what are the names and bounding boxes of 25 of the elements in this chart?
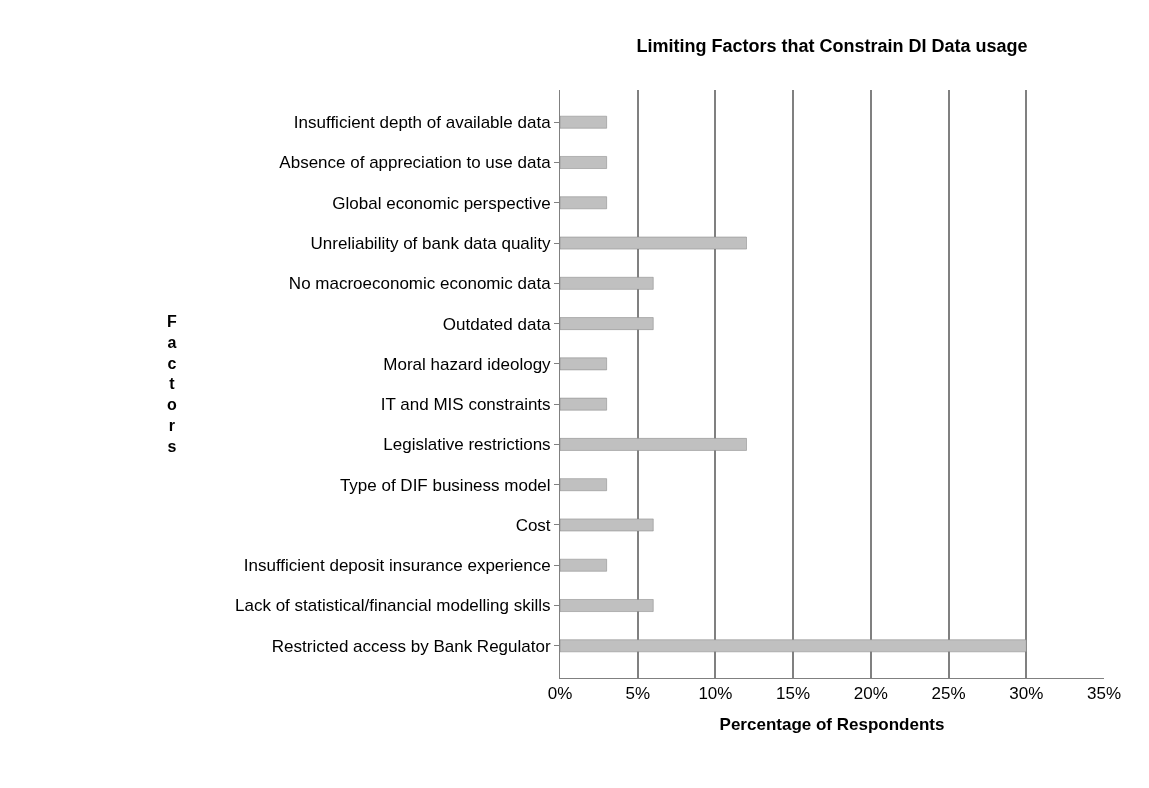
y-tick-label: Restricted access by Bank Regulator <box>271 636 551 656</box>
chart-title: Limiting Factors that Constrain DI Data usage <box>636 36 1028 56</box>
x-axis-title: Percentage of Respondents <box>719 714 945 734</box>
x-tick-label: 35% <box>1086 684 1122 704</box>
x-tick-label: 10% <box>698 684 733 704</box>
y-tick-label: No macroeconomic economic data <box>288 274 552 294</box>
y-tick-label: Unreliability of bank data quality <box>310 233 552 253</box>
y-tick-label: Legislative restrictions <box>383 435 551 455</box>
x-tick-label: 25% <box>931 684 966 704</box>
x-tick-label: 5% <box>625 684 650 704</box>
y-axis-title: Factors <box>167 313 177 455</box>
x-tick-label: 0% <box>547 684 573 704</box>
y-tick-label: Absence of appreciation to use data <box>279 153 552 173</box>
y-tick-label: Insufficient depth of available data <box>293 113 552 133</box>
y-tick-label: Insufficient deposit insurance experience <box>243 556 551 576</box>
x-tick-label: 15% <box>776 684 811 704</box>
x-tick-label: 20% <box>853 684 888 704</box>
y-tick-label: Cost <box>515 515 551 535</box>
y-tick-label: Global economic perspective <box>332 193 551 213</box>
y-tick-label: Outdated data <box>442 314 552 334</box>
y-tick-label: Type of DIF business model <box>339 475 551 495</box>
x-tick-label: 30% <box>1009 684 1044 704</box>
y-tick-label: IT and MIS constraints <box>380 395 551 415</box>
y-tick-label: Moral hazard ideology <box>383 354 552 374</box>
y-tick-label: Lack of statistical/financial modelling skills <box>235 596 551 616</box>
